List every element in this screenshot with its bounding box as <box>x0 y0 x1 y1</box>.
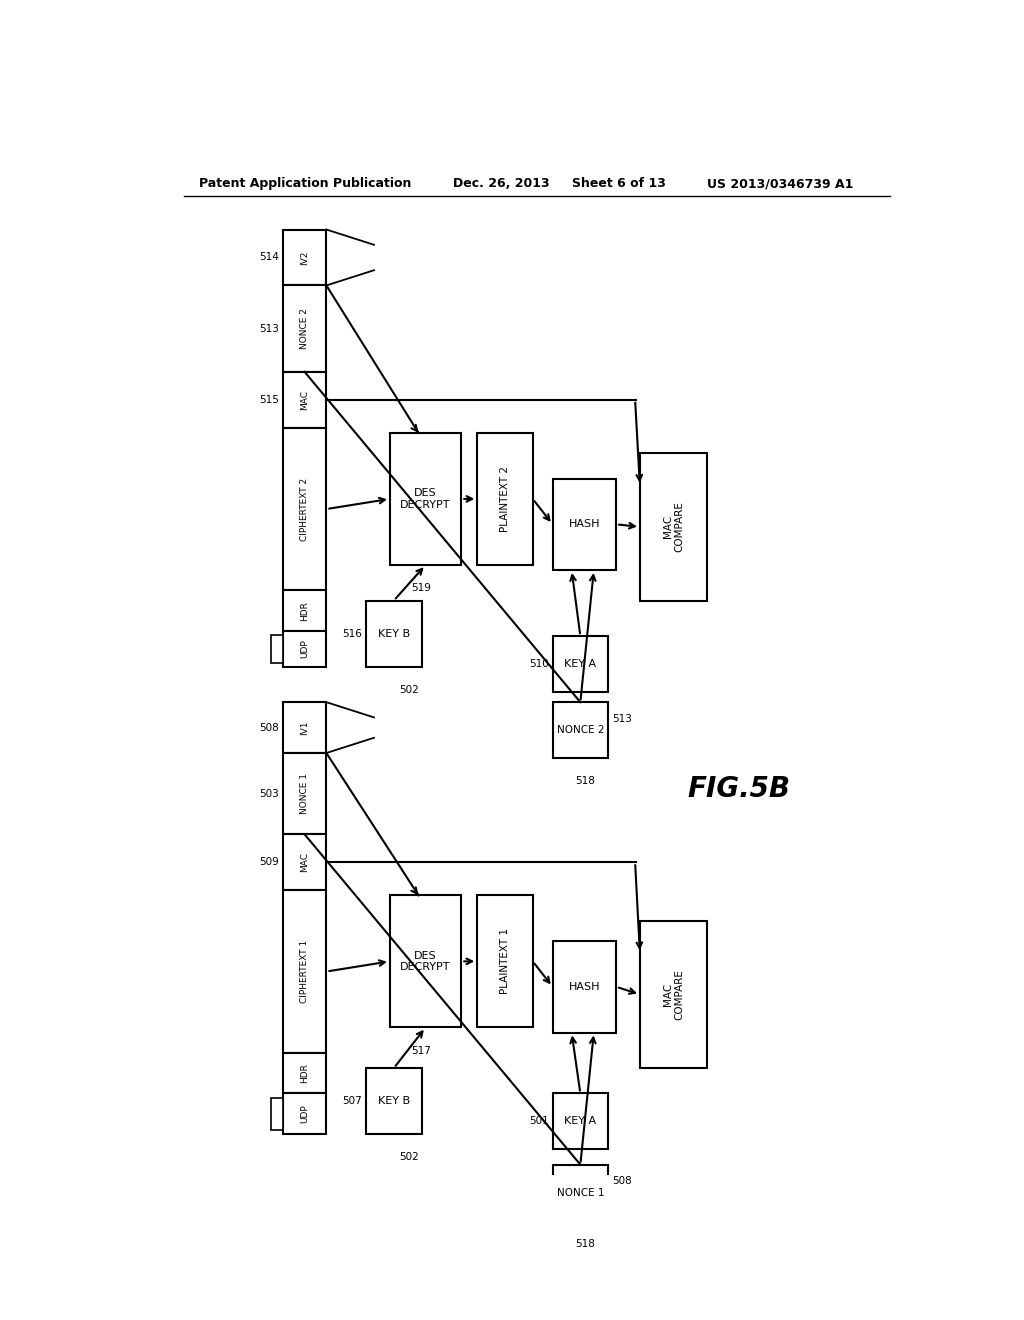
Bar <box>367 1068 422 1134</box>
Bar <box>283 372 327 428</box>
Bar <box>390 895 462 1027</box>
Text: 508: 508 <box>612 1176 632 1187</box>
Text: 518: 518 <box>574 1239 595 1249</box>
Bar <box>283 285 327 372</box>
Text: 516: 516 <box>342 628 362 639</box>
Text: US 2013/0346739 A1: US 2013/0346739 A1 <box>708 177 854 190</box>
Text: IV2: IV2 <box>300 251 309 265</box>
Bar <box>283 1093 327 1134</box>
Text: UDP: UDP <box>300 639 309 659</box>
Text: DES
DECRYPT: DES DECRYPT <box>400 950 451 972</box>
Text: 517: 517 <box>412 1045 431 1056</box>
Bar <box>553 479 616 570</box>
Text: NONCE 2: NONCE 2 <box>557 725 604 735</box>
Text: 510: 510 <box>528 659 549 669</box>
Bar <box>283 702 327 752</box>
Text: KEY A: KEY A <box>564 659 596 669</box>
Bar <box>270 635 283 663</box>
Text: MAC: MAC <box>300 389 309 409</box>
Text: 519: 519 <box>412 583 431 593</box>
Bar <box>640 453 708 601</box>
Text: HASH: HASH <box>568 982 600 991</box>
Text: MAC: MAC <box>300 853 309 873</box>
Text: NONCE 1: NONCE 1 <box>557 1188 604 1197</box>
Bar <box>283 1053 327 1093</box>
Bar <box>283 890 327 1053</box>
Bar <box>283 752 327 834</box>
Text: 509: 509 <box>259 857 279 867</box>
Text: IV1: IV1 <box>300 721 309 735</box>
Text: Patent Application Publication: Patent Application Publication <box>200 177 412 190</box>
Text: MAC
COMPARE: MAC COMPARE <box>663 502 684 552</box>
Bar <box>367 601 422 667</box>
Text: Sheet 6 of 13: Sheet 6 of 13 <box>572 177 667 190</box>
Text: DES
DECRYPT: DES DECRYPT <box>400 488 451 510</box>
Bar <box>477 433 532 565</box>
Bar <box>477 895 532 1027</box>
Text: HDR: HDR <box>300 1063 309 1084</box>
Bar <box>390 433 462 565</box>
Text: MAC
COMPARE: MAC COMPARE <box>663 969 684 1020</box>
Text: NONCE 1: NONCE 1 <box>300 774 309 814</box>
Text: PLAINTEXT 1: PLAINTEXT 1 <box>500 928 510 994</box>
Bar <box>283 631 327 667</box>
Bar <box>553 702 608 758</box>
Bar <box>553 1164 608 1221</box>
Bar <box>283 230 327 285</box>
Text: 507: 507 <box>342 1096 362 1106</box>
Bar <box>640 921 708 1068</box>
Bar <box>283 834 327 890</box>
Text: 502: 502 <box>399 685 419 694</box>
Text: 515: 515 <box>259 395 279 405</box>
Bar <box>270 1097 283 1130</box>
Text: 501: 501 <box>528 1117 549 1126</box>
Text: CIPHERTEXT 2: CIPHERTEXT 2 <box>300 478 309 541</box>
Text: KEY B: KEY B <box>378 1096 410 1106</box>
Text: CIPHERTEXT 1: CIPHERTEXT 1 <box>300 940 309 1003</box>
Text: 513: 513 <box>612 714 632 723</box>
Bar <box>553 636 608 692</box>
Text: UDP: UDP <box>300 1105 309 1123</box>
Text: Dec. 26, 2013: Dec. 26, 2013 <box>454 177 550 190</box>
Text: FIG.5B: FIG.5B <box>687 775 791 803</box>
Text: NONCE 2: NONCE 2 <box>300 308 309 348</box>
Text: 518: 518 <box>574 776 595 787</box>
Bar <box>553 1093 608 1150</box>
Bar <box>553 941 616 1032</box>
Text: 502: 502 <box>399 1152 419 1163</box>
Bar <box>283 428 327 590</box>
Text: 503: 503 <box>259 788 279 799</box>
Text: HDR: HDR <box>300 601 309 620</box>
Text: KEY B: KEY B <box>378 628 410 639</box>
Text: 508: 508 <box>259 722 279 733</box>
Text: 513: 513 <box>259 323 279 334</box>
Text: HASH: HASH <box>568 519 600 529</box>
Bar <box>283 590 327 631</box>
Text: PLAINTEXT 2: PLAINTEXT 2 <box>500 466 510 532</box>
Text: KEY A: KEY A <box>564 1117 596 1126</box>
Text: 514: 514 <box>259 252 279 263</box>
